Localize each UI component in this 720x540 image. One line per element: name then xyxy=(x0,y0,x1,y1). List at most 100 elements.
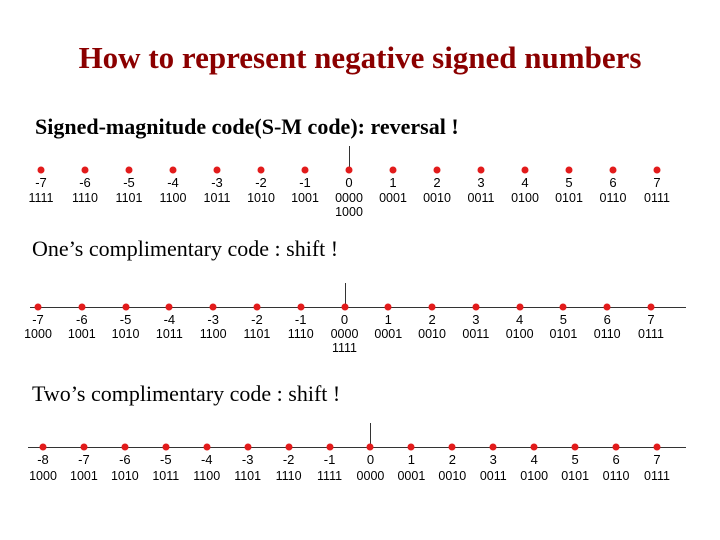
number-label: 4 xyxy=(516,312,524,327)
binary-code-label: 1001 xyxy=(67,327,96,341)
number-line-ones-complement: -7 1000 -6 1001 -5 1010 -4 1011 -3 1100 -2 1101 -1 11… xyxy=(0,283,720,363)
number-dot xyxy=(472,303,480,311)
number-dot xyxy=(653,443,661,451)
binary-code-label: 0010 xyxy=(423,191,451,205)
number-label: -5 xyxy=(119,312,132,327)
number-dot xyxy=(489,443,497,451)
binary-code-label: 1010 xyxy=(111,327,140,341)
binary-code-label: 0011 xyxy=(467,191,495,205)
number-label: -6 xyxy=(119,452,131,467)
binary-code-label: 0011 xyxy=(462,327,490,341)
binary-code-label: 0100 xyxy=(511,191,539,205)
number-label: 3 xyxy=(477,175,485,190)
number-dot xyxy=(257,166,265,174)
number-dot xyxy=(253,303,261,311)
number-label: -1 xyxy=(299,175,311,190)
zero-marker-line xyxy=(349,146,350,170)
number-dot xyxy=(389,166,397,174)
number-dot xyxy=(121,443,129,451)
binary-code-label: 0110 xyxy=(593,327,621,341)
binary-code-label: 1110 xyxy=(275,469,302,483)
binary-code-label: 1110 xyxy=(287,327,314,341)
number-dot xyxy=(285,443,293,451)
number-dot xyxy=(559,303,567,311)
number-label: 5 xyxy=(565,175,573,190)
number-dot xyxy=(326,443,334,451)
number-dot xyxy=(609,166,617,174)
binary-code-label: 0000 xyxy=(330,327,359,341)
number-label: 4 xyxy=(530,452,538,467)
number-dot xyxy=(477,166,485,174)
number-dot xyxy=(81,166,89,174)
number-label: 1 xyxy=(384,312,392,327)
binary-code-label: 0101 xyxy=(561,469,590,483)
binary-code-label: 1100 xyxy=(199,327,227,341)
binary-code-label: 0011 xyxy=(479,469,507,483)
number-dot xyxy=(122,303,130,311)
number-dot xyxy=(341,303,348,311)
number-dot xyxy=(244,443,252,451)
number-dot xyxy=(407,443,415,451)
number-label: -8 xyxy=(37,452,49,467)
number-label: 2 xyxy=(428,312,436,327)
number-label: 6 xyxy=(612,452,620,467)
binary-code-label: 1101 xyxy=(234,469,262,483)
number-dot xyxy=(653,166,661,174)
binary-code-label: 1011 xyxy=(203,191,231,205)
binary-code-label: 0010 xyxy=(418,327,446,341)
number-dot xyxy=(301,166,309,174)
number-label: -7 xyxy=(32,312,44,327)
number-label: 0 xyxy=(366,452,375,467)
binary-code-label: 0001 xyxy=(379,191,407,205)
number-dot xyxy=(297,303,305,311)
zero-marker-line xyxy=(370,423,372,447)
binary-code-label: 1101 xyxy=(243,327,271,341)
number-dot xyxy=(34,303,42,311)
number-label: -3 xyxy=(211,175,223,190)
number-dot xyxy=(530,443,538,451)
number-label: -4 xyxy=(167,175,179,190)
number-dot xyxy=(80,443,88,451)
number-line-signed-magnitude: -7 1111 -6 1110 -5 1101 -4 1100 -3 1011 -2 1010 -1 10… xyxy=(0,146,720,226)
number-label: -7 xyxy=(78,452,90,467)
number-label: 5 xyxy=(571,452,579,467)
binary-code-label: 0000 xyxy=(335,191,363,205)
number-label: 6 xyxy=(609,175,617,190)
number-label: -3 xyxy=(207,312,219,327)
number-label: 6 xyxy=(603,312,611,327)
binary-code-label: 1000 xyxy=(29,469,57,483)
binary-code-label: 0000 xyxy=(356,469,385,483)
binary-code-label: 1011 xyxy=(152,469,180,483)
heading-signed-magnitude: Signed-magnitude code(S-M code): reversa… xyxy=(35,114,459,139)
number-label: 2 xyxy=(433,175,441,190)
heading-ones-complement: One’s complimentary code : shift ! xyxy=(32,236,339,261)
number-label: 5 xyxy=(559,312,568,327)
number-dot xyxy=(565,166,573,174)
binary-code-label: 1101 xyxy=(115,191,143,205)
number-label: -6 xyxy=(76,312,88,327)
number-dot xyxy=(428,303,436,311)
number-label: 4 xyxy=(521,175,529,190)
number-label: 3 xyxy=(489,452,497,467)
number-label: -4 xyxy=(200,452,213,467)
number-label: 2 xyxy=(448,452,456,467)
number-dot xyxy=(209,303,217,311)
axis-line xyxy=(30,307,686,308)
binary-code-label: 1100 xyxy=(193,469,221,483)
binary-code-label: 0010 xyxy=(438,469,467,483)
number-label: 7 xyxy=(653,452,661,467)
zero-marker-line xyxy=(344,283,346,307)
number-label: 0 xyxy=(340,312,349,327)
number-dot xyxy=(612,443,620,451)
number-label: -3 xyxy=(241,452,254,467)
binary-code-label: 1000 xyxy=(24,327,52,341)
number-label: 7 xyxy=(647,312,655,327)
binary-code-label: 0110 xyxy=(599,191,627,205)
number-label: -7 xyxy=(35,175,47,190)
number-dot xyxy=(384,303,392,311)
number-label: 1 xyxy=(389,175,397,190)
axis-line xyxy=(28,447,686,448)
number-label: -5 xyxy=(160,452,172,467)
binary-code-label: 1010 xyxy=(247,191,275,205)
binary-code-label: 1011 xyxy=(155,327,183,341)
